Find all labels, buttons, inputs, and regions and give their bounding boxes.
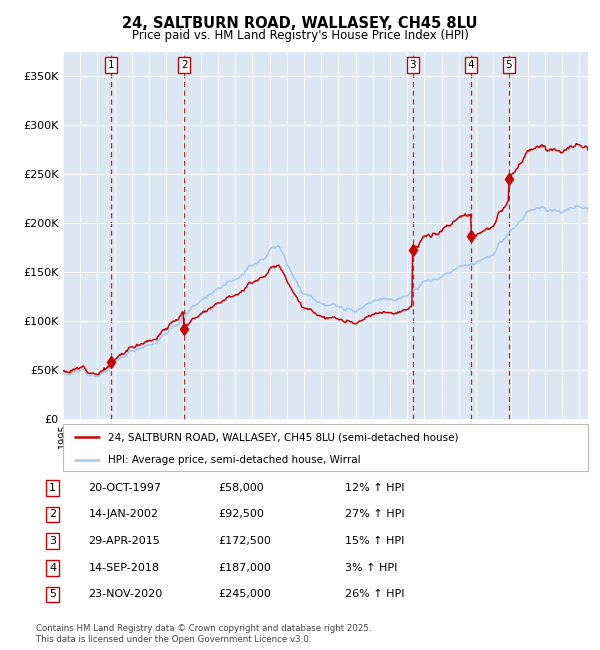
Text: 15% ↑ HPI: 15% ↑ HPI bbox=[345, 536, 404, 546]
Text: 5: 5 bbox=[49, 590, 56, 599]
Text: HPI: Average price, semi-detached house, Wirral: HPI: Average price, semi-detached house,… bbox=[107, 456, 360, 465]
Text: 3: 3 bbox=[410, 60, 416, 70]
Text: 24, SALTBURN ROAD, WALLASEY, CH45 8LU (semi-detached house): 24, SALTBURN ROAD, WALLASEY, CH45 8LU (s… bbox=[107, 432, 458, 442]
Text: Price paid vs. HM Land Registry's House Price Index (HPI): Price paid vs. HM Land Registry's House … bbox=[131, 29, 469, 42]
Text: 4: 4 bbox=[468, 60, 475, 70]
Text: 12% ↑ HPI: 12% ↑ HPI bbox=[345, 483, 404, 493]
Text: 29-APR-2015: 29-APR-2015 bbox=[88, 536, 160, 546]
Text: 14-SEP-2018: 14-SEP-2018 bbox=[88, 563, 160, 573]
Text: 1: 1 bbox=[49, 483, 56, 493]
Text: 2: 2 bbox=[49, 510, 56, 519]
Text: 27% ↑ HPI: 27% ↑ HPI bbox=[345, 510, 405, 519]
Text: Contains HM Land Registry data © Crown copyright and database right 2025.
This d: Contains HM Land Registry data © Crown c… bbox=[36, 624, 371, 644]
Text: 26% ↑ HPI: 26% ↑ HPI bbox=[345, 590, 404, 599]
Text: 5: 5 bbox=[506, 60, 512, 70]
Text: £172,500: £172,500 bbox=[218, 536, 271, 546]
Text: 4: 4 bbox=[49, 563, 56, 573]
Text: 14-JAN-2002: 14-JAN-2002 bbox=[88, 510, 158, 519]
Text: 3: 3 bbox=[49, 536, 56, 546]
Text: £58,000: £58,000 bbox=[218, 483, 264, 493]
Text: 24, SALTBURN ROAD, WALLASEY, CH45 8LU: 24, SALTBURN ROAD, WALLASEY, CH45 8LU bbox=[122, 16, 478, 31]
Text: £245,000: £245,000 bbox=[218, 590, 271, 599]
Text: £92,500: £92,500 bbox=[218, 510, 264, 519]
Text: 3% ↑ HPI: 3% ↑ HPI bbox=[345, 563, 397, 573]
Text: 20-OCT-1997: 20-OCT-1997 bbox=[88, 483, 161, 493]
Text: £187,000: £187,000 bbox=[218, 563, 271, 573]
FancyBboxPatch shape bbox=[63, 424, 588, 471]
Text: 23-NOV-2020: 23-NOV-2020 bbox=[88, 590, 163, 599]
Text: 1: 1 bbox=[108, 60, 115, 70]
Text: 2: 2 bbox=[181, 60, 187, 70]
